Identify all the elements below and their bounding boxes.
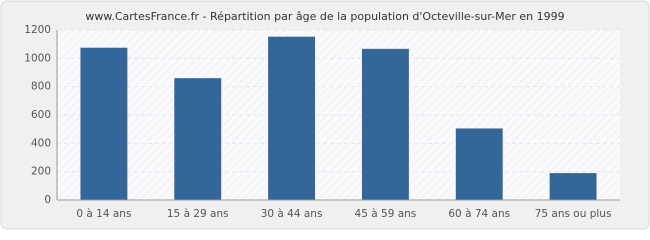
y-tick-label: 1200 <box>24 24 51 36</box>
y-tick-label: 800 <box>31 81 51 93</box>
chart-title: www.CartesFrance.fr - Répartition par âg… <box>85 10 564 23</box>
x-tick-label: 60 à 74 ans <box>448 208 510 220</box>
x-tick-label: 0 à 14 ans <box>76 208 131 220</box>
bar <box>268 36 316 201</box>
bar <box>361 48 409 200</box>
bar <box>549 173 597 200</box>
x-tick-label: 30 à 44 ans <box>261 208 323 220</box>
y-tick-label: 0 <box>44 194 51 206</box>
x-tick-label: 45 à 59 ans <box>355 208 417 220</box>
bar <box>174 78 222 200</box>
y-tick-label: 1000 <box>24 52 51 64</box>
y-tick-label: 600 <box>31 109 51 121</box>
bar <box>455 128 503 200</box>
x-tick-label: 75 ans ou plus <box>535 208 612 220</box>
y-tick-label: 400 <box>31 137 51 149</box>
y-tick-label: 200 <box>31 166 51 178</box>
x-tick-label: 15 à 29 ans <box>167 208 229 220</box>
bar <box>80 47 128 201</box>
chart: www.CartesFrance.fr - Répartition par âg… <box>0 0 650 230</box>
